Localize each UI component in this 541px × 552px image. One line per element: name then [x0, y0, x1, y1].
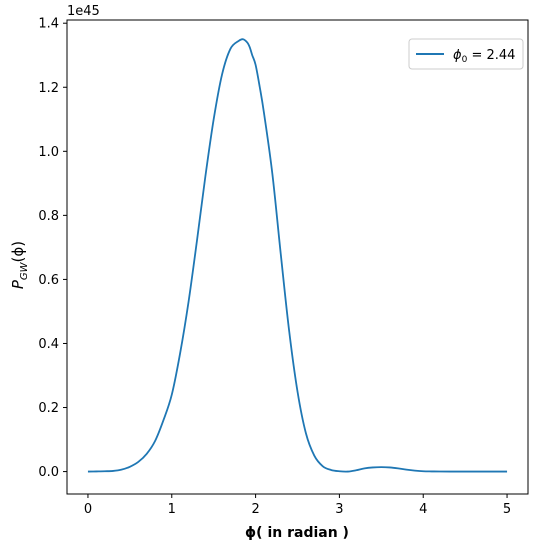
y-tick-label: 0.8 — [38, 209, 59, 224]
ticks-layer: 0 1 2 3 4 5 0.0 0.2 0.4 0.6 0.8 1.0 1.2 1.4 — [38, 17, 511, 517]
x-tick-label: 3 — [335, 502, 343, 517]
y-axis-label-sub: GW — [19, 261, 30, 280]
y-axis-label-tail: (ϕ) — [9, 241, 27, 263]
axes-frame — [66, 19, 529, 495]
y-tick-label: 1.4 — [38, 17, 59, 32]
x-tick-label: 0 — [84, 502, 92, 517]
x-tick-label: 2 — [251, 502, 259, 517]
y-tick-label: 1.0 — [38, 145, 59, 160]
x-tick-label: 5 — [503, 502, 511, 517]
y-axis-label: PGW(ϕ) — [9, 241, 30, 289]
y-tick-label: 0.0 — [38, 465, 59, 480]
y-tick-label: 0.4 — [38, 337, 59, 352]
legend: ϕ0 = 2.44 — [408, 38, 524, 70]
x-axis-label: ϕ( in radian ) — [245, 525, 349, 541]
y-tick-label: 1.2 — [38, 81, 59, 96]
x-tick-label: 1 — [168, 502, 176, 517]
plot-layer — [87, 38, 508, 473]
legend-box — [408, 38, 524, 70]
y-axis-label-main: P — [9, 279, 27, 289]
y-tick-label: 0.2 — [38, 401, 59, 416]
svg-text:PGW(ϕ): PGW(ϕ) — [9, 241, 30, 289]
x-tick-label: 4 — [419, 502, 427, 517]
legend-label-value: = 2.44 — [467, 48, 515, 63]
series-line-0 — [87, 38, 508, 473]
y-offset-text: 1e45 — [67, 4, 100, 19]
legend-label-symbol: ϕ — [453, 48, 462, 63]
y-tick-label: 0.6 — [38, 273, 59, 288]
legend-label: ϕ0 = 2.44 — [453, 48, 515, 65]
legend-label-sub: 0 — [462, 55, 468, 65]
